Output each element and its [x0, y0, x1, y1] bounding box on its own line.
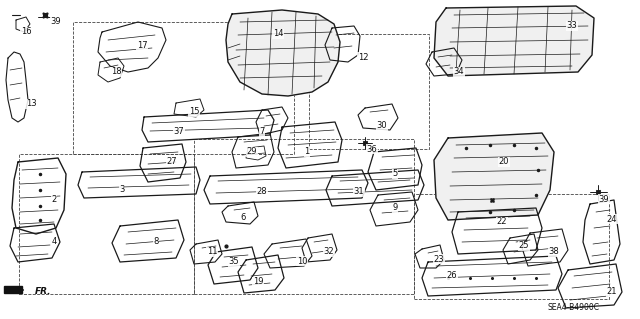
Text: 13: 13: [26, 100, 36, 108]
Text: 12: 12: [358, 53, 368, 62]
Text: 30: 30: [377, 122, 387, 130]
Text: 16: 16: [20, 27, 31, 36]
Text: 3: 3: [119, 184, 125, 194]
Text: 20: 20: [499, 158, 509, 167]
Text: 24: 24: [607, 214, 617, 224]
Text: 19: 19: [253, 278, 263, 286]
Polygon shape: [434, 133, 554, 220]
Text: 14: 14: [273, 29, 284, 39]
Bar: [19, 154, 194, 294]
Text: 29: 29: [247, 147, 257, 157]
Text: 6: 6: [240, 212, 246, 221]
Bar: [73, 22, 294, 154]
Text: 7: 7: [259, 128, 265, 137]
Text: 18: 18: [111, 68, 122, 77]
Text: 31: 31: [354, 188, 364, 197]
Polygon shape: [226, 10, 340, 96]
Bar: [194, 139, 414, 294]
Text: 39: 39: [598, 195, 609, 204]
Text: 8: 8: [154, 236, 159, 246]
Text: 37: 37: [173, 128, 184, 137]
Text: 5: 5: [392, 169, 397, 179]
Text: 35: 35: [228, 257, 239, 266]
Text: 4: 4: [51, 236, 56, 246]
Text: 21: 21: [607, 287, 617, 296]
Polygon shape: [4, 286, 22, 293]
Text: 2: 2: [51, 196, 56, 204]
Text: 11: 11: [207, 248, 217, 256]
Bar: [414, 194, 609, 299]
Text: 15: 15: [189, 108, 199, 116]
Polygon shape: [434, 6, 594, 76]
Text: 25: 25: [519, 241, 529, 250]
Text: 10: 10: [297, 256, 307, 265]
Text: SEA4-B4900C: SEA4-B4900C: [548, 302, 600, 311]
Text: 33: 33: [566, 21, 577, 31]
Text: 27: 27: [166, 158, 177, 167]
Text: 22: 22: [497, 218, 508, 226]
Text: 1: 1: [305, 147, 310, 157]
Text: 34: 34: [454, 68, 464, 77]
Text: 26: 26: [447, 271, 458, 280]
Bar: [309, 34, 429, 149]
Text: 28: 28: [257, 188, 268, 197]
Text: FR.: FR.: [35, 286, 51, 295]
Text: 23: 23: [434, 255, 444, 263]
Text: 32: 32: [324, 248, 334, 256]
Text: 38: 38: [548, 248, 559, 256]
Text: 9: 9: [392, 204, 397, 212]
Text: 36: 36: [367, 145, 378, 153]
Text: 39: 39: [51, 18, 61, 26]
Text: 17: 17: [137, 41, 147, 50]
